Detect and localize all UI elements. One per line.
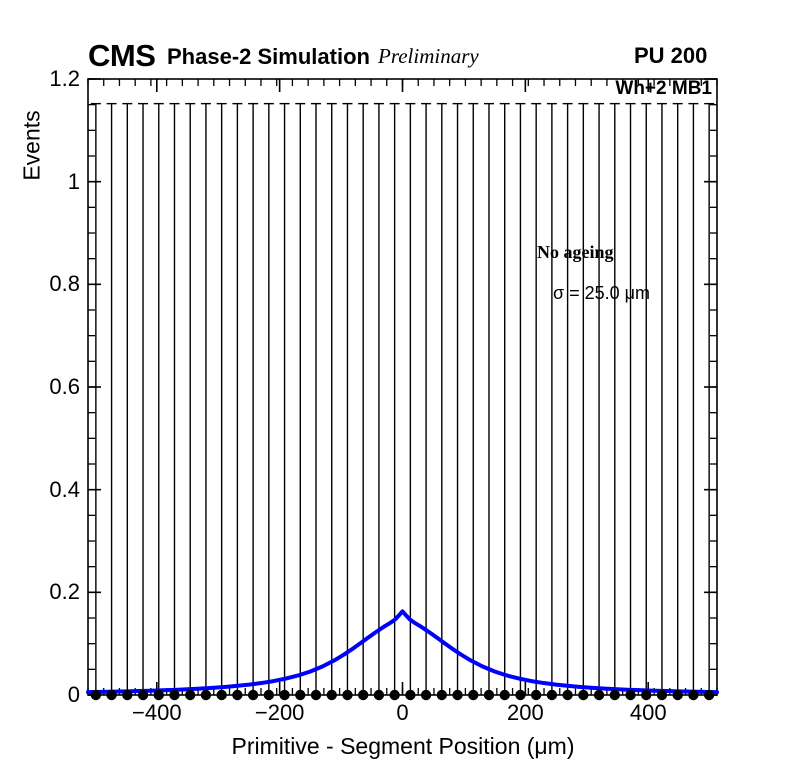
- data-marker: [703, 689, 715, 701]
- y-tick-label-text: 0.8: [49, 271, 80, 297]
- data-marker: [641, 689, 652, 701]
- data-marker: [263, 689, 275, 701]
- data-marker: [562, 689, 573, 701]
- frame-rect: [87, 78, 718, 696]
- data-marker: [436, 689, 448, 701]
- x-axis-title: Primitive - Segment Position (μm): [231, 733, 575, 759]
- data-marker: [326, 689, 337, 701]
- data-marker: [688, 689, 699, 701]
- data-marker: [295, 689, 306, 701]
- x-tick-label-text: 200: [506, 700, 544, 725]
- data-marker: [247, 689, 259, 701]
- data-marker: [373, 689, 385, 701]
- y-tick-label-text: 1: [67, 168, 80, 194]
- data-marker: [452, 689, 463, 701]
- data-markers: [90, 689, 715, 701]
- data-marker: [578, 689, 589, 701]
- data-marker: [468, 689, 479, 701]
- data-marker: [656, 689, 668, 701]
- y-tick-label-text: 0.2: [49, 579, 80, 605]
- data-marker: [153, 689, 164, 701]
- data-marker: [420, 689, 432, 701]
- fit-curve: [86, 609, 719, 695]
- x-tick-label-text: 400: [629, 700, 667, 725]
- data-marker: [389, 689, 400, 701]
- cms-status-label: Preliminary: [378, 44, 479, 68]
- data-marker: [216, 689, 227, 701]
- pileup-label: PU 200: [634, 43, 708, 68]
- y-tick-label-text: 1.2: [49, 66, 80, 91]
- data-marker: [279, 689, 290, 701]
- data-marker: [499, 689, 510, 701]
- data-marker: [342, 689, 353, 701]
- fit-curve-path: [86, 609, 719, 695]
- axis-frame: [87, 78, 718, 696]
- data-marker: [405, 689, 416, 701]
- data-marker: [357, 689, 369, 701]
- data-marker: [310, 689, 322, 701]
- data-marker: [169, 689, 180, 701]
- cms-subtitle: Phase-2 Simulation: [167, 44, 370, 69]
- data-marker: [137, 689, 149, 701]
- data-marker: [232, 689, 243, 701]
- data-marker: [483, 689, 495, 701]
- data-marker: [672, 689, 683, 701]
- data-marker: [106, 689, 117, 701]
- x-tick-label-text: 0: [396, 700, 409, 725]
- y-tick-label-text: 0: [67, 682, 80, 707]
- data-marker: [515, 689, 526, 701]
- cms-logo: CMS: [88, 38, 156, 73]
- data-marker: [546, 689, 558, 701]
- ageing-label: No ageing: [537, 242, 614, 262]
- error-bar-group: [90, 102, 715, 695]
- axis-ticks: [87, 78, 718, 696]
- data-marker: [593, 689, 605, 701]
- data-marker: [122, 689, 133, 701]
- data-marker: [609, 689, 620, 701]
- y-tick-label-text: 0.6: [49, 374, 80, 399]
- data-marker: [530, 689, 542, 701]
- data-marker: [90, 689, 102, 701]
- data-marker: [625, 689, 636, 701]
- data-marker: [185, 689, 196, 701]
- y-tick-label-text: 0.4: [49, 476, 80, 502]
- x-tick-label-text: −400: [132, 700, 182, 725]
- resolution-label: σ = 25.0 μm: [553, 283, 651, 303]
- x-tick-label-text: −200: [254, 700, 305, 725]
- data-marker: [200, 689, 212, 701]
- sample-label: Wh+2 MB1: [615, 78, 712, 99]
